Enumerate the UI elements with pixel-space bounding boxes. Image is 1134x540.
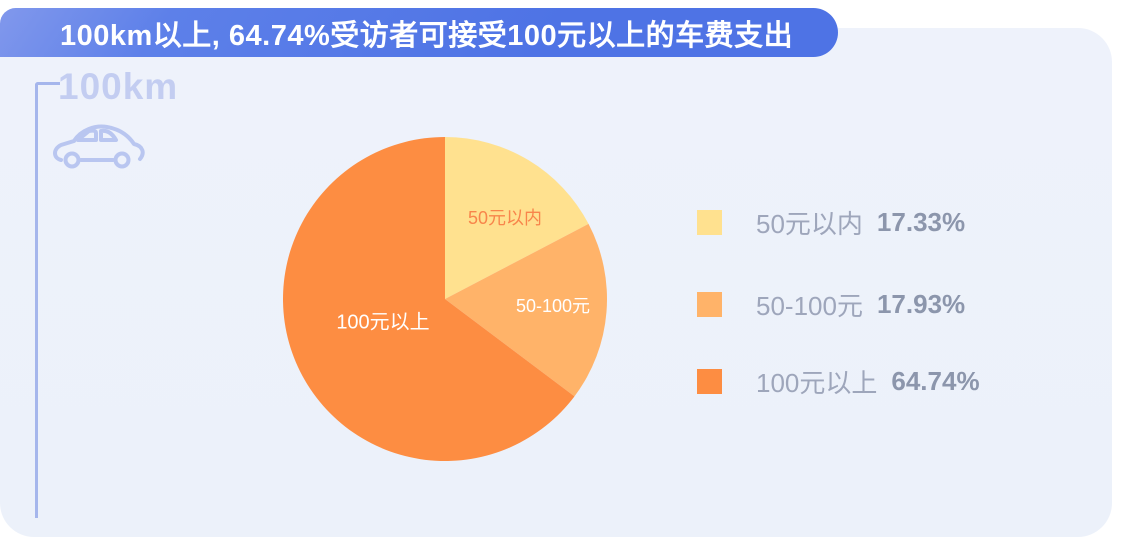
- pie-slice-label-2: 100元以上: [336, 311, 430, 334]
- title-banner: 100km以上, 64.74%受访者可接受100元以上的车费支出: [0, 8, 838, 57]
- legend-label: 50元以内: [756, 209, 863, 239]
- pie-slice-label-0: 50元以内: [467, 208, 543, 228]
- banner-title: 100km以上, 64.74%受访者可接受100元以上的车费支出: [60, 19, 794, 52]
- pie-slice-label-1: 50-100元: [515, 296, 591, 316]
- section-title: 100km: [58, 66, 179, 107]
- legend-swatch-0: [697, 210, 722, 235]
- legend-item: 50元以内 17.33%: [697, 204, 965, 241]
- pie-slice-1: [445, 223, 608, 397]
- car-icon: [50, 116, 150, 181]
- pie-slice-2: [283, 137, 575, 461]
- legend-swatch-2: [697, 369, 722, 394]
- legend-label: 50-100元: [756, 291, 863, 321]
- pie-chart: [283, 137, 608, 461]
- legend-value: 17.33%: [876, 207, 966, 237]
- pie-slice-0: [445, 137, 589, 299]
- section-bracket-line: [35, 82, 60, 518]
- legend-item: 100元以上 64.74%: [697, 363, 980, 400]
- legend-item: 50-100元 17.93%: [697, 286, 965, 323]
- legend-label: 100元以上: [756, 368, 878, 398]
- legend-value: 64.74%: [891, 366, 980, 396]
- legend-swatch-1: [697, 292, 722, 317]
- legend-value: 17.93%: [876, 289, 966, 319]
